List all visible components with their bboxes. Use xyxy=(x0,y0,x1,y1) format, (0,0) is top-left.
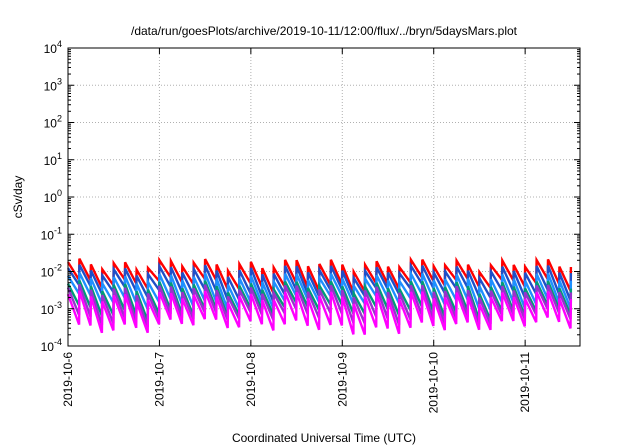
chart-title: /data/run/goesPlots/archive/2019-10-11/1… xyxy=(131,24,518,38)
x-tick-label: 2019-10-8 xyxy=(244,352,258,407)
y-tick-label: 100 xyxy=(44,188,62,205)
x-tick-label: 2019-10-10 xyxy=(427,352,441,414)
y-tick-label: 101 xyxy=(44,151,62,168)
y-tick-label: 102 xyxy=(44,114,62,131)
x-tick-label: 2019-10-11 xyxy=(518,352,532,413)
y-tick-label: 104 xyxy=(44,39,62,56)
x-tick-label: 2019-10-7 xyxy=(152,352,166,407)
plot-series xyxy=(66,255,573,336)
y-tick-label: 10-1 xyxy=(41,225,62,242)
x-axis-label: Coordinated Universal Time (UTC) xyxy=(232,431,416,445)
series-line xyxy=(66,290,573,336)
x-tick-label: 2019-10-9 xyxy=(335,352,349,407)
y-axis-label: cSv/day xyxy=(11,176,25,219)
y-tick-label: 10-4 xyxy=(41,337,62,354)
y-tick-label: 10-3 xyxy=(41,300,62,317)
x-axis: 2019-10-6 2019-10-7 2019-10-8 2019-10-9 2019… xyxy=(61,48,532,413)
y-tick-label: 10-2 xyxy=(41,263,62,280)
y-tick-label: 103 xyxy=(44,76,62,93)
x-tick-label: 2019-10-6 xyxy=(61,352,75,407)
